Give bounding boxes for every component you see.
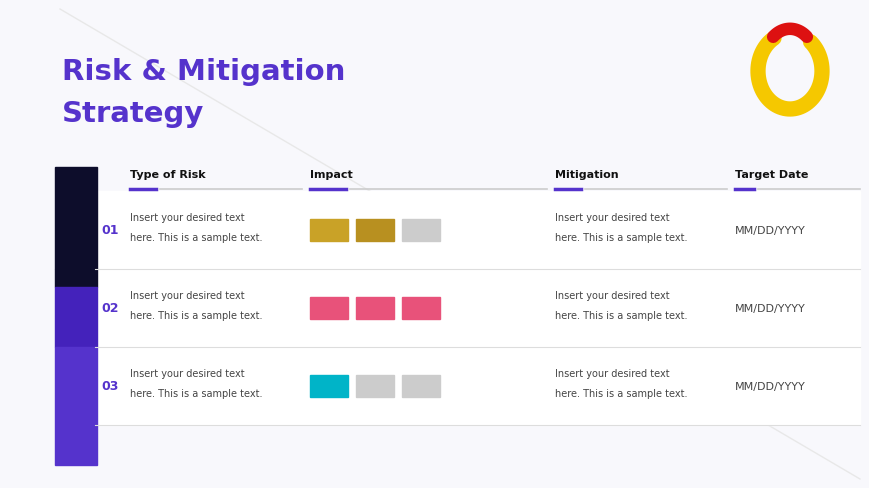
Bar bbox=[95, 192, 859, 269]
Text: Mitigation: Mitigation bbox=[554, 170, 618, 180]
Bar bbox=[355, 297, 394, 319]
Text: Impact: Impact bbox=[309, 170, 352, 180]
Bar bbox=[401, 220, 440, 242]
Bar bbox=[55, 269, 96, 287]
Text: MM/DD/YYYY: MM/DD/YYYY bbox=[734, 225, 805, 236]
Bar bbox=[309, 220, 348, 242]
Text: Target Date: Target Date bbox=[734, 170, 807, 180]
Text: MM/DD/YYYY: MM/DD/YYYY bbox=[734, 304, 805, 313]
Bar bbox=[309, 375, 348, 397]
Bar bbox=[355, 375, 394, 397]
Text: Insert your desired text: Insert your desired text bbox=[129, 290, 244, 301]
Text: here. This is a sample text.: here. This is a sample text. bbox=[129, 232, 262, 243]
Bar bbox=[55, 287, 96, 347]
Text: 01: 01 bbox=[101, 224, 118, 237]
Text: here. This is a sample text.: here. This is a sample text. bbox=[554, 232, 687, 243]
Text: Strategy: Strategy bbox=[62, 100, 204, 128]
Text: here. This is a sample text.: here. This is a sample text. bbox=[554, 310, 687, 320]
Text: here. This is a sample text.: here. This is a sample text. bbox=[129, 388, 262, 398]
Bar bbox=[55, 168, 96, 269]
Text: Risk & Mitigation: Risk & Mitigation bbox=[62, 58, 345, 86]
Text: Insert your desired text: Insert your desired text bbox=[554, 368, 669, 378]
Text: here. This is a sample text.: here. This is a sample text. bbox=[554, 388, 687, 398]
Text: MM/DD/YYYY: MM/DD/YYYY bbox=[734, 381, 805, 391]
Text: Insert your desired text: Insert your desired text bbox=[554, 290, 669, 301]
Bar bbox=[401, 297, 440, 319]
Bar bbox=[355, 220, 394, 242]
Text: here. This is a sample text.: here. This is a sample text. bbox=[129, 310, 262, 320]
Bar bbox=[95, 269, 859, 347]
Bar bbox=[309, 297, 348, 319]
Bar bbox=[401, 375, 440, 397]
Bar bbox=[55, 347, 96, 465]
Text: 03: 03 bbox=[101, 380, 118, 393]
Bar bbox=[95, 347, 859, 425]
Text: Type of Risk: Type of Risk bbox=[129, 170, 205, 180]
Text: Insert your desired text: Insert your desired text bbox=[554, 213, 669, 223]
Text: Insert your desired text: Insert your desired text bbox=[129, 213, 244, 223]
Text: 02: 02 bbox=[101, 302, 118, 315]
Text: Insert your desired text: Insert your desired text bbox=[129, 368, 244, 378]
